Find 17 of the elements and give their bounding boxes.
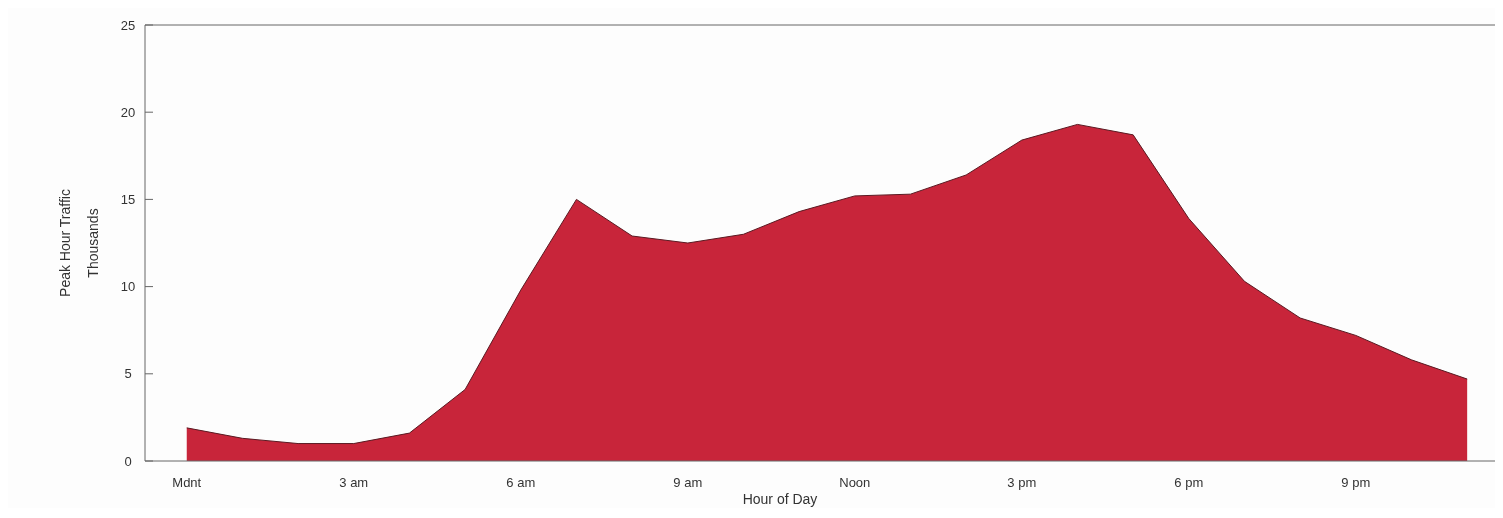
- y-tick-label: 25: [120, 17, 136, 33]
- x-tick-label: Mdnt: [172, 475, 202, 490]
- x-tick-label: Noon: [839, 475, 871, 490]
- y-tick-label: 10: [120, 279, 136, 295]
- x-tick-label: 3 am: [339, 475, 369, 490]
- x-tick-label: 6 am: [506, 475, 536, 490]
- y-tick-label: 20: [120, 104, 136, 120]
- y-tick-label: 0: [124, 453, 132, 469]
- x-tick-label: 3 pm: [1007, 475, 1037, 490]
- x-tick-label: 9 am: [673, 475, 703, 490]
- text: Thousands: [85, 208, 101, 278]
- x-tick-label: 6 pm: [1174, 475, 1204, 490]
- y-tick-label: 15: [120, 191, 136, 207]
- x-tick-label: 9 pm: [1341, 475, 1371, 490]
- y-tick-label: 5: [124, 366, 132, 382]
- x-axis-title: Hour of Day: [742, 491, 818, 507]
- y-axis-title: Peak Hour Traffic: [57, 189, 73, 297]
